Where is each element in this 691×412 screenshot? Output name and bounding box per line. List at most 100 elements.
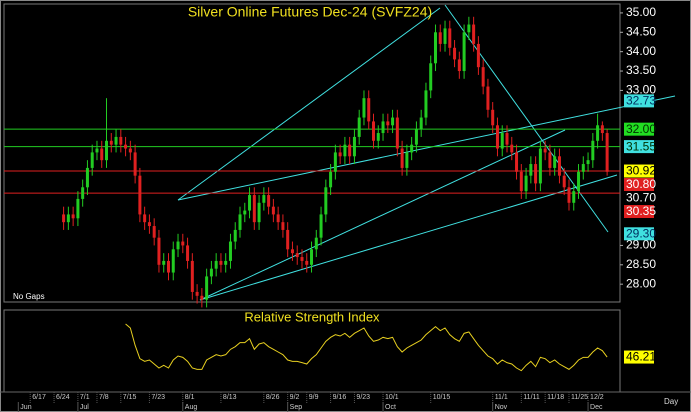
- trendline: [199, 174, 618, 301]
- candle-body: [338, 152, 342, 157]
- candle-body: [529, 164, 533, 176]
- price-marker: [624, 140, 654, 154]
- rsi-line: [125, 323, 608, 372]
- candle-body: [433, 32, 437, 64]
- candle-body: [143, 214, 147, 223]
- candle-body: [119, 136, 123, 145]
- candle-body: [562, 175, 566, 188]
- candle-body: [429, 63, 433, 91]
- rsi-marker-label: 46.21: [626, 350, 656, 364]
- candle-body: [195, 291, 199, 296]
- y-tick-label: 33.50: [626, 63, 656, 77]
- candle-body: [591, 140, 595, 161]
- candle-body: [138, 175, 142, 215]
- candle-body: [252, 195, 256, 223]
- x-tick-label: 9/9: [309, 394, 319, 401]
- price-marker-label: 30.80: [626, 177, 656, 191]
- candle-body: [95, 148, 99, 153]
- candle-body: [400, 148, 404, 168]
- candle-body: [214, 260, 218, 269]
- candle-body: [467, 24, 471, 33]
- month-label: Jun: [20, 404, 31, 411]
- x-tick-label: 12/2: [590, 394, 604, 401]
- candle-body: [548, 152, 552, 168]
- candle-body: [286, 229, 290, 250]
- candle-body: [85, 167, 89, 188]
- candle-body: [410, 144, 414, 153]
- candle-body: [567, 187, 571, 203]
- candle-body: [147, 222, 151, 227]
- candle-body: [171, 249, 175, 273]
- candle-body: [515, 152, 519, 172]
- y-tick-label: 35.00: [626, 5, 656, 19]
- candle-body: [81, 187, 85, 199]
- candle-body: [310, 249, 314, 265]
- month-label: Jul: [80, 404, 89, 411]
- candle-body: [109, 140, 113, 145]
- candle-body: [367, 98, 371, 122]
- candle-body: [538, 148, 542, 184]
- y-tick-label: 34.50: [626, 24, 656, 38]
- trendline: [177, 95, 676, 201]
- x-tick-label: 8/1: [185, 394, 195, 401]
- candle-body: [219, 260, 223, 265]
- candle-body: [605, 133, 609, 172]
- candle-body: [524, 175, 528, 192]
- candle-body: [519, 171, 523, 192]
- candle-body: [500, 133, 504, 149]
- candle-body: [162, 260, 166, 265]
- candle-body: [510, 144, 514, 153]
- candle-body: [352, 136, 356, 157]
- candle-body: [90, 152, 94, 168]
- y-tick-label: 33.00: [626, 83, 656, 97]
- candle-body: [66, 214, 70, 223]
- candle-body: [105, 140, 109, 161]
- trendline: [177, 7, 441, 201]
- candle-body: [581, 164, 585, 172]
- candle-body: [457, 59, 461, 72]
- candle-body: [190, 260, 194, 292]
- candle-body: [600, 125, 604, 134]
- candle-body: [495, 125, 499, 149]
- trendlines: [177, 4, 676, 301]
- candle-body: [152, 226, 156, 238]
- gap-note: No Gaps: [13, 292, 45, 301]
- candle-body: [424, 90, 428, 118]
- price-marker: [624, 227, 654, 241]
- candle-body: [305, 260, 309, 265]
- candle-body: [209, 268, 213, 277]
- rsi-title: Relative Strength Index: [244, 309, 380, 324]
- candle-body: [586, 160, 590, 165]
- candle-body: [362, 98, 366, 118]
- candle-body: [357, 117, 361, 137]
- month-label: Sep: [290, 404, 303, 411]
- candle-body: [133, 152, 137, 176]
- candle-body: [314, 237, 318, 250]
- price-marker-label: 29.30: [626, 226, 656, 240]
- candle-body: [453, 47, 457, 60]
- candle-body: [543, 148, 547, 153]
- candle-body: [62, 214, 66, 223]
- candle-body: [257, 202, 261, 223]
- y-tick-label: 34.00: [626, 44, 656, 58]
- x-tick-label: 9/2: [290, 394, 300, 401]
- candle-body: [386, 121, 390, 126]
- candle-body: [343, 144, 347, 157]
- x-tick-label: 8/26: [266, 394, 280, 401]
- price-marker-label: 30.35: [626, 204, 656, 218]
- candle-body: [300, 257, 304, 261]
- candle-body: [281, 222, 285, 230]
- x-tick-label: 9/16: [333, 394, 347, 401]
- candle-body: [238, 214, 242, 230]
- candle-body: [491, 109, 495, 126]
- candle-body: [419, 117, 423, 130]
- x-tick-label: 6/17: [32, 394, 46, 401]
- candle-body: [505, 133, 509, 145]
- x-tick-label: 7/1: [80, 394, 90, 401]
- price-marker: [624, 191, 654, 205]
- price-panel: [3, 3, 621, 303]
- x-tick-label: 6/24: [56, 394, 70, 401]
- trendline: [199, 129, 566, 301]
- candle-body: [414, 129, 418, 145]
